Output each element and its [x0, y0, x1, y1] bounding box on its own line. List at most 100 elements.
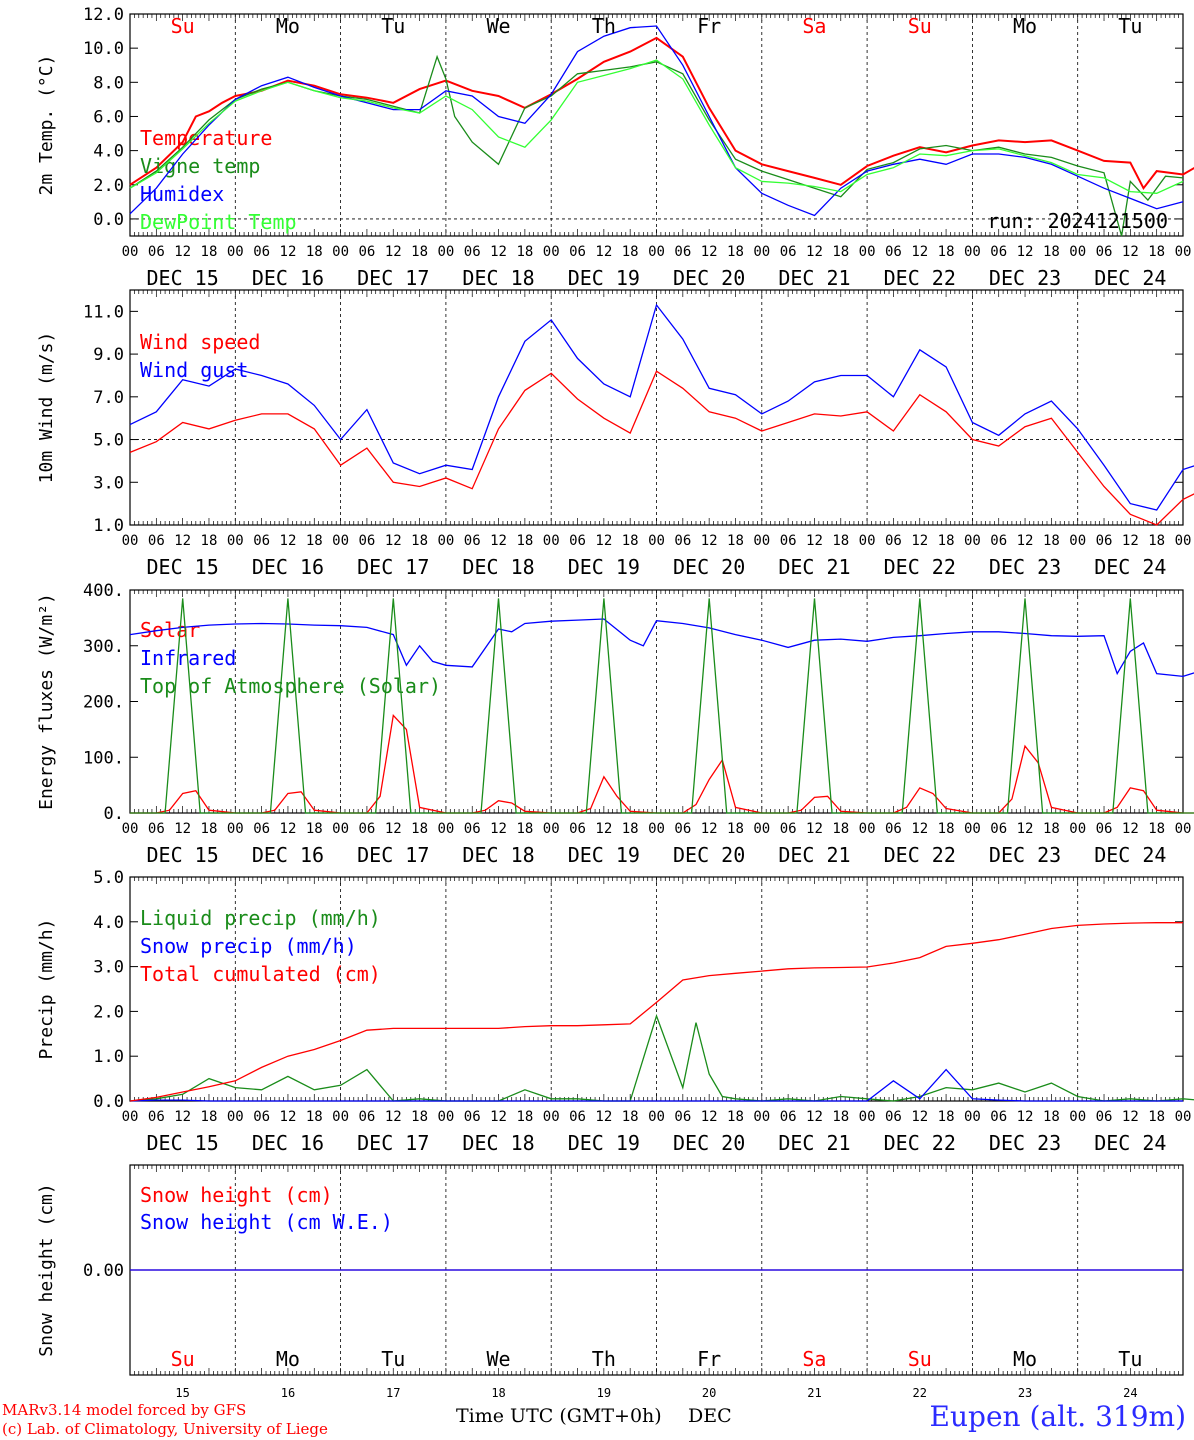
- weekday-label: Mo: [1013, 1347, 1037, 1371]
- hour-tick-label: 12: [385, 1109, 402, 1125]
- date-label: DEC 18: [462, 843, 534, 867]
- date-label: DEC 23: [989, 555, 1061, 579]
- hour-tick-label: 12: [595, 1109, 612, 1125]
- hour-tick-label: 06: [885, 533, 902, 549]
- date-label: DEC 22: [884, 843, 956, 867]
- hour-tick-label: 06: [1096, 533, 1113, 549]
- hour-tick-label: 06: [780, 244, 797, 260]
- hour-tick-label: 12: [174, 821, 191, 837]
- date-label: DEC 17: [357, 555, 429, 579]
- hour-tick-label: 06: [358, 533, 375, 549]
- legend-entry: Humidex: [140, 182, 224, 206]
- y-axis-label: Snow height (cm): [36, 1183, 57, 1356]
- hour-tick-label: 06: [148, 533, 165, 549]
- hour-tick-label: 12: [911, 1109, 928, 1125]
- day-number: 15: [175, 1386, 189, 1400]
- hour-tick-label: 00: [1069, 821, 1086, 837]
- hour-tick-label: 00: [122, 533, 139, 549]
- y-tick-label: 300.: [83, 637, 124, 657]
- hour-tick-label: 18: [727, 244, 744, 260]
- date-label: DEC 20: [673, 266, 745, 290]
- weekday-label: We: [487, 1347, 511, 1371]
- y-tick-label: 3.0: [93, 473, 124, 493]
- hour-tick-label: 06: [780, 1109, 797, 1125]
- date-label: DEC 16: [252, 843, 324, 867]
- hour-tick-label: 18: [622, 1109, 639, 1125]
- hour-tick-label: 00: [227, 244, 244, 260]
- weekday-label: Mo: [276, 1347, 300, 1371]
- hour-tick-label: 18: [306, 533, 323, 549]
- y-tick-label: 5.0: [93, 868, 124, 888]
- hour-tick-label: 12: [911, 244, 928, 260]
- hour-tick-label: 06: [464, 244, 481, 260]
- date-label: DEC 18: [462, 555, 534, 579]
- weekday-label: Mo: [276, 14, 300, 38]
- date-label: DEC 19: [568, 843, 640, 867]
- legend-entry: Wind speed: [140, 330, 260, 354]
- hour-tick-label: 18: [832, 821, 849, 837]
- date-label: DEC 18: [462, 1131, 534, 1155]
- y-axis-label: 2m Temp. (°C): [36, 55, 57, 196]
- date-label: DEC 20: [673, 1131, 745, 1155]
- hour-tick-label: 18: [727, 821, 744, 837]
- series-line-Wind speed: [129, 370, 1194, 526]
- y-tick-label: 0.0: [93, 1092, 124, 1112]
- y-tick-label: 8.0: [93, 73, 124, 93]
- series-line-Wind gust: [129, 303, 1194, 511]
- hour-tick-label: 06: [990, 244, 1007, 260]
- date-label: DEC 15: [147, 266, 219, 290]
- hour-tick-label: 18: [938, 244, 955, 260]
- day-number: 24: [1123, 1386, 1137, 1400]
- hour-tick-label: 06: [253, 821, 270, 837]
- hour-tick-label: 18: [727, 1109, 744, 1125]
- date-label: DEC 23: [989, 1131, 1061, 1155]
- month-label: DEC: [688, 1405, 732, 1427]
- hour-tick-label: 00: [437, 821, 454, 837]
- weekday-label: Tu: [1118, 1347, 1142, 1371]
- hour-tick-label: 06: [253, 533, 270, 549]
- hour-tick-label: 00: [227, 821, 244, 837]
- date-label: DEC 20: [673, 843, 745, 867]
- legend-entry: Top of Atmosphere (Solar): [140, 674, 441, 698]
- hour-tick-label: 12: [385, 533, 402, 549]
- hour-tick-label: 06: [253, 1109, 270, 1125]
- legend-entry: Temperature: [140, 126, 272, 150]
- hour-tick-label: 12: [280, 533, 297, 549]
- legend-entry: Vigne temp: [140, 154, 260, 178]
- y-tick-label: 2.0: [93, 1002, 124, 1022]
- hour-tick-label: 00: [648, 533, 665, 549]
- hour-tick-label: 12: [1017, 1109, 1034, 1125]
- hour-tick-label: 12: [280, 1109, 297, 1125]
- hour-tick-label: 06: [148, 821, 165, 837]
- series-line-Humidex: [129, 25, 1184, 217]
- weekday-label: Fr: [697, 1347, 721, 1371]
- date-label: DEC 22: [884, 555, 956, 579]
- hour-tick-label: 06: [358, 1109, 375, 1125]
- weekday-label: Sa: [802, 1347, 826, 1371]
- lab-credit: (c) Lab. of Climatology, University of L…: [2, 1420, 328, 1438]
- date-label: DEC 17: [357, 843, 429, 867]
- hour-tick-label: 06: [148, 1109, 165, 1125]
- hour-tick-label: 12: [806, 821, 823, 837]
- date-label: DEC 22: [884, 266, 956, 290]
- legend-entry: DewPoint Temp: [140, 210, 297, 234]
- series-line-Solar: [130, 713, 1194, 814]
- date-label: DEC 19: [568, 266, 640, 290]
- hour-tick-label: 00: [753, 244, 770, 260]
- day-number: 20: [702, 1386, 716, 1400]
- hour-tick-label: 12: [490, 244, 507, 260]
- hour-tick-label: 06: [1096, 244, 1113, 260]
- weekday-label: Su: [908, 1347, 932, 1371]
- hour-tick-label: 18: [938, 1109, 955, 1125]
- date-label: DEC 21: [778, 266, 850, 290]
- hour-tick-label: 06: [148, 244, 165, 260]
- hour-tick-label: 12: [595, 821, 612, 837]
- hour-tick-label: 00: [753, 821, 770, 837]
- y-tick-label: 2.0: [93, 176, 124, 196]
- station-label: Eupen (alt. 319m): [929, 1400, 1186, 1433]
- day-number: 17: [386, 1386, 400, 1400]
- hour-tick-label: 18: [1043, 533, 1060, 549]
- series-line-Snow precip (mm/h): [129, 1068, 1183, 1102]
- date-label: DEC 15: [147, 843, 219, 867]
- y-tick-label: 1.0: [93, 1047, 124, 1067]
